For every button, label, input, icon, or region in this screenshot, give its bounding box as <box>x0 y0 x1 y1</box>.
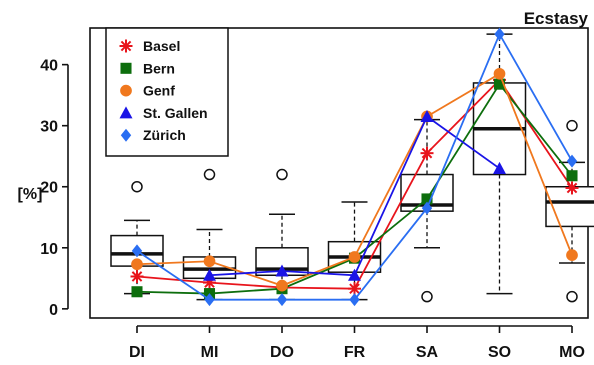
y-axis: 0 10 20 30 40 <box>40 58 69 319</box>
data-point <box>204 293 215 307</box>
outlier-point <box>421 290 433 303</box>
legend-marker <box>120 128 132 142</box>
y-tick-label: 20 <box>40 180 58 197</box>
asterisk-stroke <box>131 271 143 282</box>
data-point <box>565 181 579 195</box>
data-point <box>130 269 144 283</box>
x-tick-label: SA <box>416 344 439 361</box>
legend-label: Bern <box>143 60 175 76</box>
outlier-point <box>131 180 143 193</box>
series-genf <box>131 67 578 292</box>
data-point <box>275 264 289 277</box>
data-point <box>494 27 505 41</box>
y-tick-label: 0 <box>49 302 58 319</box>
data-point <box>493 67 506 80</box>
data-point <box>566 154 578 168</box>
legend-label: Basel <box>143 38 180 54</box>
box-mo <box>545 119 594 303</box>
data-point <box>348 251 361 263</box>
asterisk-stroke <box>120 40 132 52</box>
x-tick-label: MO <box>559 344 585 361</box>
data-point <box>421 201 433 215</box>
data-point <box>131 286 143 298</box>
data-point <box>203 255 216 268</box>
outlier-point <box>276 168 288 181</box>
data-point <box>131 258 143 271</box>
x-axis: DI MI DO FR SA SO MO <box>129 325 585 361</box>
legend: Basel Bern Genf St. Gallen Zürich <box>105 27 229 157</box>
outlier-point <box>566 290 578 303</box>
plot-frame <box>89 27 589 319</box>
data-point <box>276 293 288 307</box>
data-point <box>276 279 288 292</box>
data-point <box>421 193 433 205</box>
y-axis-label: [%] <box>18 186 43 203</box>
legend-marker <box>120 62 132 74</box>
data-point <box>348 282 361 296</box>
x-tick-label: DO <box>270 344 294 361</box>
legend-label: Zürich <box>143 127 186 143</box>
x-tick-label: DI <box>129 344 145 361</box>
y-tick-label: 10 <box>40 241 58 258</box>
y-tick-label: 30 <box>40 119 58 136</box>
data-point <box>566 249 578 261</box>
legend-label: St. Gallen <box>143 105 208 121</box>
x-tick-label: SO <box>488 344 511 361</box>
series-z-rich <box>131 27 578 307</box>
data-point <box>420 110 434 123</box>
data-point <box>566 170 578 182</box>
data-point <box>493 161 506 174</box>
asterisk-stroke <box>349 283 360 294</box>
series-st-gallen <box>203 110 506 281</box>
outlier-point <box>203 168 216 181</box>
series-lines <box>130 27 579 307</box>
x-tick-label: FR <box>344 344 366 361</box>
legend-marker <box>119 39 133 53</box>
data-point <box>131 244 143 258</box>
data-point <box>420 146 434 160</box>
x-tick-label: MI <box>201 344 219 361</box>
legend-marker <box>120 84 132 97</box>
legend-marker <box>119 106 133 119</box>
asterisk-stroke <box>421 147 433 159</box>
legend-label: Genf <box>143 83 175 99</box>
asterisk-stroke <box>566 182 578 194</box>
data-point <box>203 268 216 281</box>
data-point <box>349 293 360 307</box>
data-point <box>348 268 361 281</box>
chart-title: Ecstasy <box>524 9 589 28</box>
data-point <box>493 78 506 90</box>
y-tick-label: 40 <box>40 58 58 75</box>
outlier-point <box>566 119 578 132</box>
